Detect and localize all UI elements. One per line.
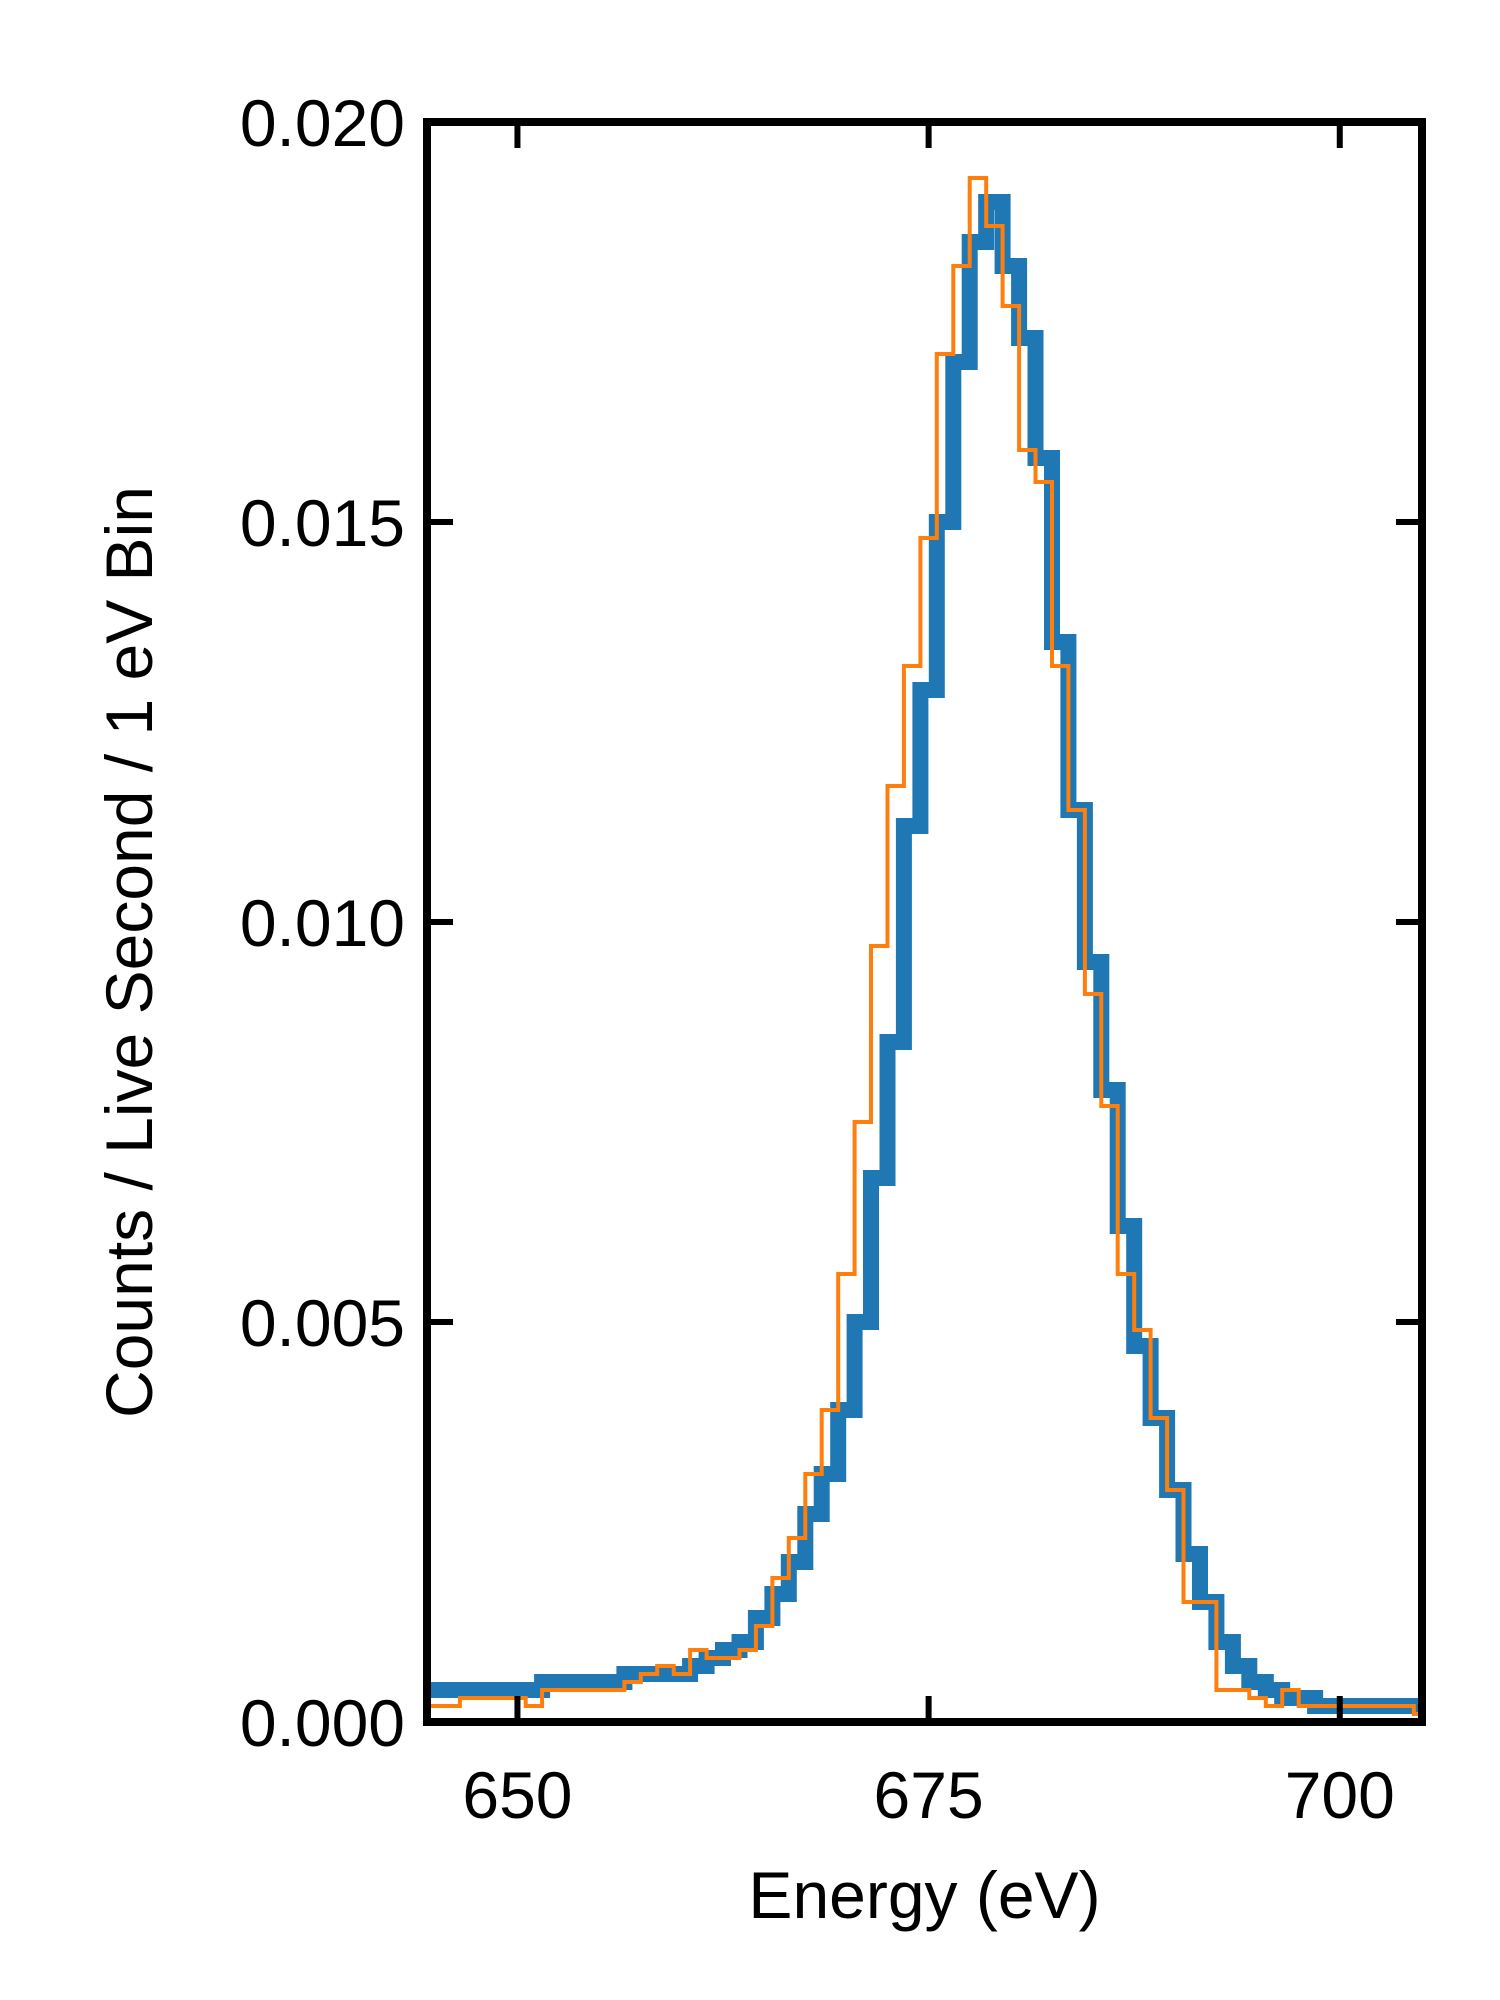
x-axis-label: Energy (eV)	[748, 1858, 1100, 1932]
plot-frame	[423, 118, 1426, 1726]
y-tick-label: 0.000	[240, 1686, 405, 1760]
series-2-line	[427, 176, 1422, 1716]
series-1-line	[427, 194, 1422, 1714]
series-layer	[427, 176, 1422, 1716]
y-axis-label: Counts / Live Second / 1 eV Bin	[92, 486, 166, 1418]
x-tick-label: 700	[1285, 1758, 1395, 1832]
y-tick-label: 0.010	[240, 886, 405, 960]
x-tick-label: 650	[462, 1758, 572, 1832]
y-tick-label: 0.015	[240, 486, 405, 560]
x-tick-label: 675	[874, 1758, 984, 1832]
y-tick-label: 0.005	[240, 1286, 405, 1360]
y-tick-label: 0.020	[240, 86, 405, 160]
tick-layer: 650 675 700 0.000 0.005 0.010 0.015 0.020	[240, 86, 1422, 1832]
